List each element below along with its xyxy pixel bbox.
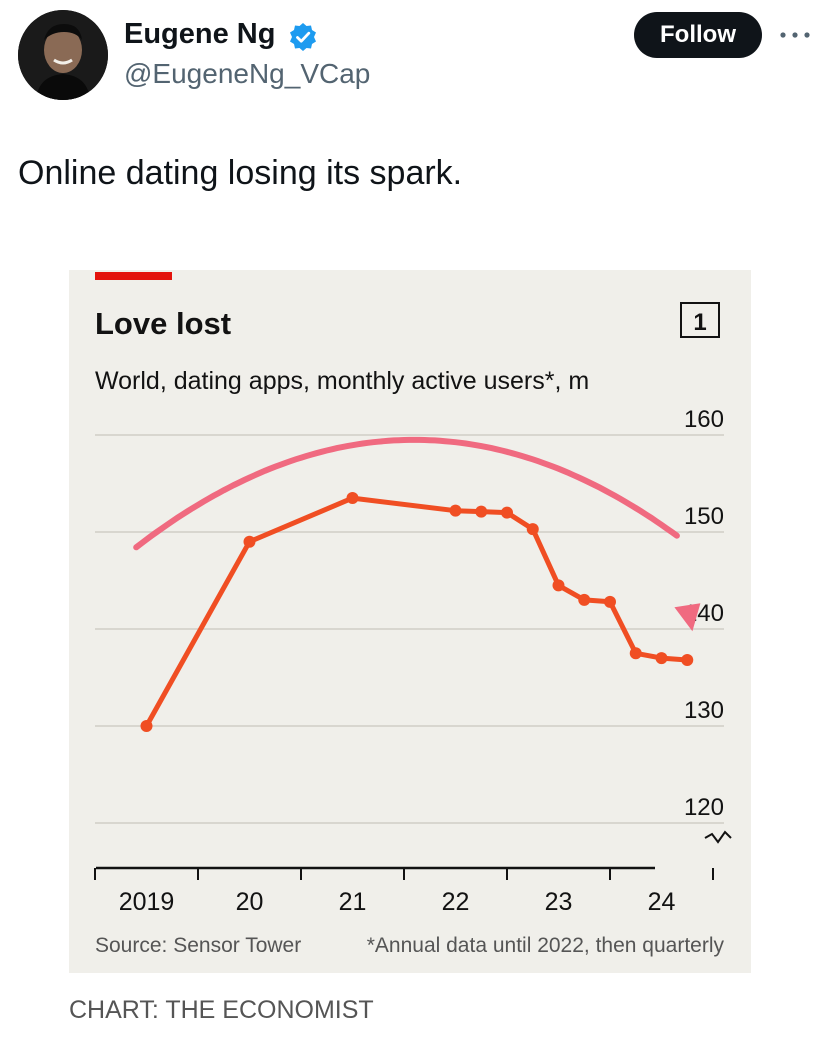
x-tick-label: 21 — [339, 888, 367, 916]
chart-subtitle: World, dating apps, monthly active users… — [95, 367, 589, 395]
chart-number-box — [680, 302, 720, 338]
trend-arrow-head — [674, 603, 701, 632]
x-axis-labels: 2019 20 21 22 23 24 — [119, 888, 676, 916]
y-tick-label: 120 — [684, 794, 724, 821]
data-point — [681, 654, 694, 667]
chart-gridlines — [95, 434, 724, 824]
data-point — [346, 492, 359, 505]
x-tick-label: 22 — [442, 888, 470, 916]
x-tick-label: 24 — [648, 888, 676, 916]
y-tick-label: 160 — [684, 406, 724, 433]
chart-title: Love lost — [95, 306, 231, 341]
data-point — [552, 579, 565, 592]
y-tick-label: 150 — [684, 503, 724, 530]
data-point — [655, 652, 668, 665]
data-point — [604, 595, 616, 608]
chart-image[interactable]: Love lost 1 World, dating apps, monthly … — [69, 270, 751, 973]
data-point — [526, 523, 539, 536]
author-handle[interactable]: @EugeneNg_VCap — [124, 58, 371, 89]
data-point — [578, 593, 591, 606]
avatar[interactable] — [18, 10, 108, 100]
verified-badge-icon — [290, 23, 316, 51]
data-point — [243, 535, 256, 548]
y-tick-label: 130 — [684, 697, 724, 724]
x-tick-label: 23 — [545, 888, 573, 916]
line-chart: Love lost 1 World, dating apps, monthly … — [94, 272, 732, 957]
trend-arrow — [133, 436, 680, 551]
chart-credit: CHART: THE ECONOMIST — [69, 996, 374, 1024]
data-point — [140, 720, 153, 732]
tweet-text: Online dating losing its spark. — [18, 154, 463, 192]
data-point — [629, 647, 642, 660]
follow-button[interactable]: Follow — [634, 12, 762, 58]
series-points — [140, 492, 694, 732]
x-axis-ticks — [94, 868, 714, 880]
data-point — [449, 504, 462, 517]
more-options-icon[interactable] — [778, 28, 812, 42]
chart-source: Source: Sensor Tower — [95, 934, 301, 957]
avatar-photo — [18, 10, 108, 100]
axis-break-icon — [704, 830, 732, 844]
chart-accent-bar — [95, 272, 172, 280]
x-tick-label: 2019 — [119, 888, 175, 916]
data-point — [475, 505, 488, 518]
x-tick-label: 20 — [236, 888, 264, 916]
chart-footnote: *Annual data until 2022, then quarterly — [367, 934, 725, 957]
author-display-name[interactable]: Eugene Ng — [124, 18, 276, 50]
data-point — [501, 506, 513, 519]
chart-number: 1 — [693, 309, 706, 336]
